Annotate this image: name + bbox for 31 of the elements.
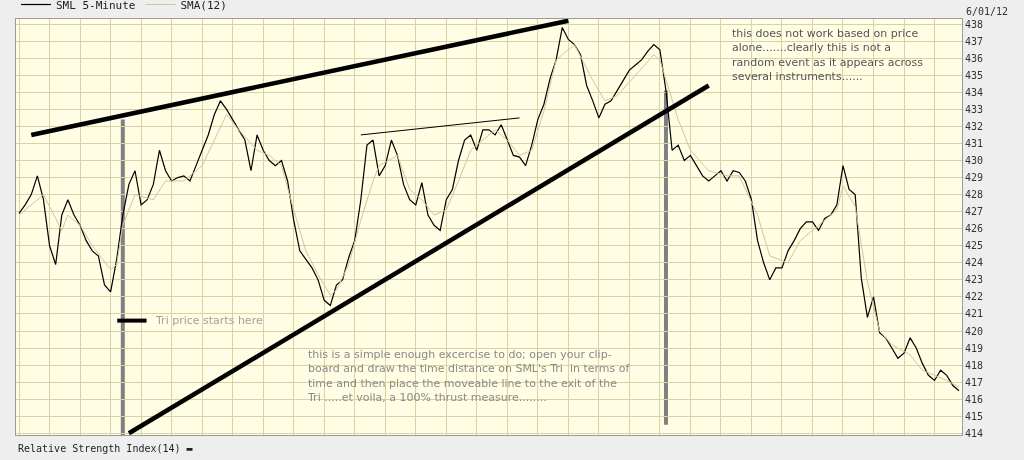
annotation: this is a simple enough excercise to do; open your clip- board and draw the time distance on SML's Tri in terms of time and then place the moveable line to the exit of the Tri .....et voila, a 100% thrust measure........ bbox=[307, 348, 631, 404]
y-tick-label: 419 bbox=[965, 342, 984, 354]
y-tick-label: 437 bbox=[965, 35, 984, 47]
y-tick-label: 421 bbox=[965, 308, 984, 320]
y-tick-label: 423 bbox=[965, 274, 984, 286]
y-tick-label: 417 bbox=[965, 376, 984, 388]
y-tick-label: 428 bbox=[965, 189, 984, 201]
y-tick-label: 426 bbox=[965, 223, 984, 235]
y-tick-label: 429 bbox=[965, 172, 984, 184]
text: 6/01/12 bbox=[966, 6, 1009, 17]
annotation: this does not work based on price alone.......clearly this is not a random event as it appears across several instruments...... bbox=[732, 27, 924, 83]
legend-label: SML 5-Minute bbox=[56, 0, 136, 12]
y-tick-label: 436 bbox=[965, 52, 984, 64]
y-tick-label: 433 bbox=[965, 103, 984, 115]
y-tick-label: 427 bbox=[965, 206, 984, 218]
y-tick-label: 415 bbox=[965, 410, 984, 422]
y-tick-label: 432 bbox=[965, 120, 984, 132]
y-tick-label: 414 bbox=[965, 427, 984, 439]
y-tick-label: 425 bbox=[965, 240, 984, 252]
y-tick-label: 416 bbox=[965, 393, 984, 405]
y-tick-label: 438 bbox=[965, 18, 984, 30]
y-tick-label: 430 bbox=[965, 155, 984, 167]
y-tick-label: 424 bbox=[965, 257, 984, 269]
text: Relative Strength Index(14) ▬ bbox=[18, 443, 193, 454]
legend-label: SMA(12) bbox=[180, 0, 227, 12]
y-tick-label: 418 bbox=[965, 359, 984, 371]
y-tick-label: 431 bbox=[965, 137, 984, 149]
y-tick-label: 422 bbox=[965, 291, 984, 303]
y-tick-label: 420 bbox=[965, 325, 984, 337]
y-tick-label: 434 bbox=[965, 86, 984, 98]
y-tick-label: 435 bbox=[965, 69, 984, 81]
